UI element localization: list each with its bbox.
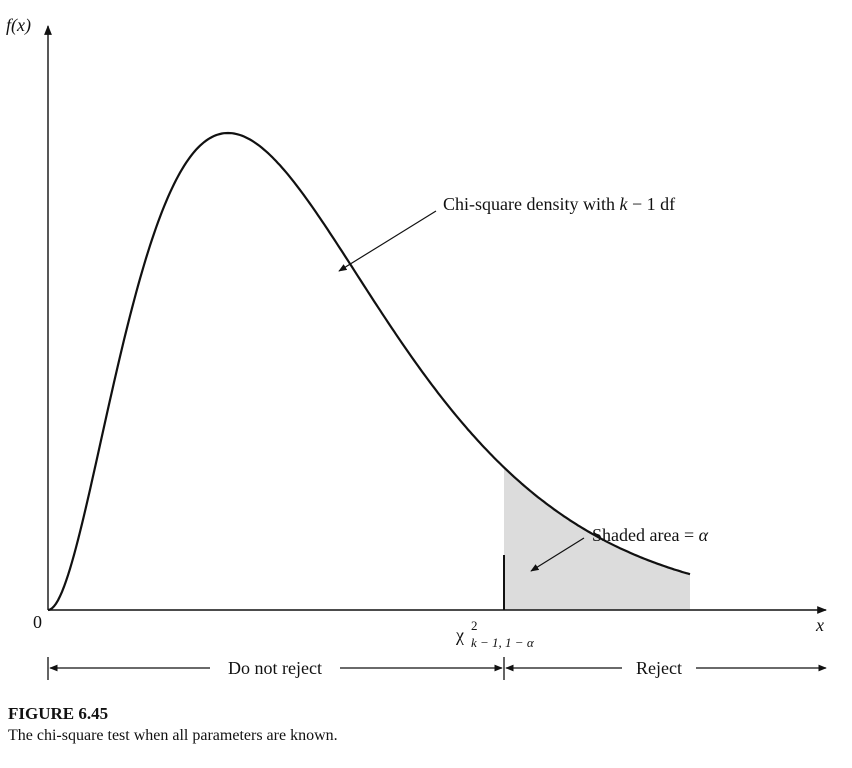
critical-value-label: χ 2 k − 1, 1 − α <box>455 614 535 650</box>
chi-square-density-figure: f(x) x 0 χ 2 k − 1, 1 − α Chi-square den… <box>6 15 827 680</box>
figure-caption-title: FIGURE 6.45 <box>8 704 109 723</box>
do-not-reject-label: Do not reject <box>228 658 322 678</box>
x-axis-label: x <box>815 615 824 635</box>
shaded-area-annotation: Shaded area = α <box>592 525 709 545</box>
figure-caption-text: The chi-square test when all parameters … <box>8 727 338 744</box>
critical-value-subscript: k − 1, 1 − α <box>471 635 535 650</box>
rejection-shaded-area <box>504 467 690 610</box>
critical-value-superscript: 2 <box>471 618 478 633</box>
curve-annotation: Chi-square density with k − 1 df <box>443 194 675 214</box>
curve-annotation-leader-arrow <box>338 210 437 272</box>
shaded-area-leader-arrow <box>530 537 585 572</box>
chi-square-density-curve <box>47 131 691 612</box>
origin-label: 0 <box>33 612 42 632</box>
reject-label: Reject <box>636 658 682 678</box>
critical-value-symbol: χ <box>455 625 464 645</box>
y-axis-label: f(x) <box>6 15 31 36</box>
